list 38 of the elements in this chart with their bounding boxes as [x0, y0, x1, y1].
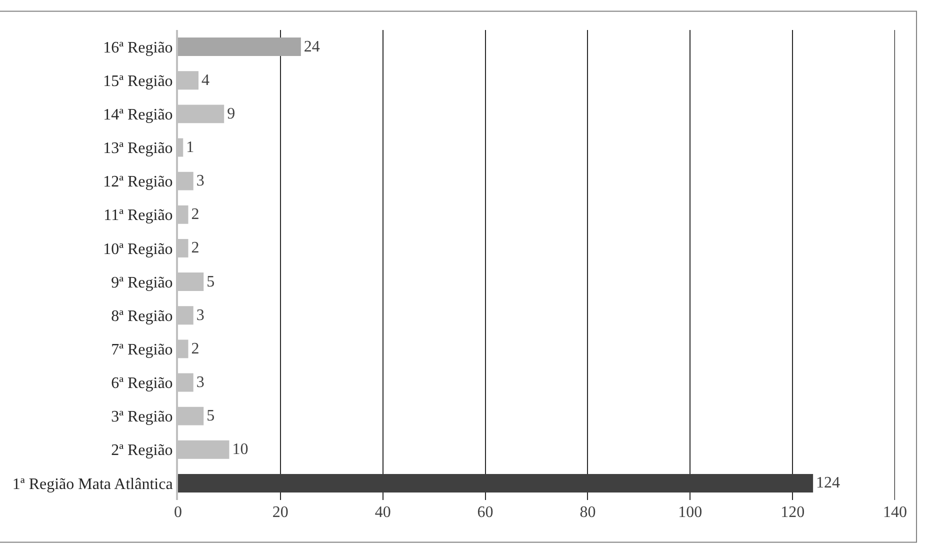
- data-label: 1: [186, 139, 194, 156]
- y-tick-label: 12ª Região: [103, 174, 173, 191]
- y-tick-label: 6ª Região: [107, 375, 173, 392]
- data-label: 3: [196, 172, 204, 190]
- x-tick-label: 60: [477, 504, 494, 521]
- data-label: 2: [191, 240, 200, 257]
- x-tick-label: 80: [580, 504, 596, 521]
- x-tick-label: 100: [678, 504, 702, 521]
- x-tick-label: 140: [883, 504, 907, 521]
- x-tick-label: 40: [374, 504, 391, 521]
- data-label: 2: [191, 206, 200, 224]
- data-label: 4: [201, 72, 210, 89]
- y-tick-label: 11ª Região: [104, 207, 173, 224]
- y-tick-label: 7ª Região: [111, 342, 173, 359]
- x-tick-label: 120: [780, 504, 805, 521]
- data-label: 5: [206, 273, 215, 290]
- data-label: 9: [227, 105, 236, 122]
- data-label: 10: [232, 441, 248, 458]
- data-label: 3: [196, 374, 204, 391]
- y-tick-label: 2ª Região: [111, 442, 173, 460]
- data-label: 24: [304, 38, 320, 56]
- y-tick-label: 3ª Região: [111, 408, 173, 426]
- data-label: 124: [816, 474, 840, 492]
- y-tick-label: 9ª Região: [111, 274, 173, 292]
- y-tick-label: 15ª Região: [103, 72, 173, 90]
- bar: [178, 474, 814, 492]
- x-tick-label: 0: [174, 504, 182, 521]
- data-label: 2: [191, 340, 200, 358]
- data-label: 3: [196, 306, 204, 324]
- y-tick-label: 10ª Região: [103, 240, 173, 258]
- y-tick-label: 16ª Região: [103, 39, 173, 56]
- data-label: 5: [206, 408, 215, 425]
- y-tick-label: 8ª Região: [111, 308, 173, 325]
- x-tick-label: 20: [272, 504, 288, 521]
- y-tick-label: 13ª Região: [103, 140, 173, 158]
- bar: [178, 38, 301, 56]
- y-tick-label: 14ª Região: [103, 106, 173, 124]
- y-tick-label: 1ª Região Mata Atlântica: [12, 476, 173, 493]
